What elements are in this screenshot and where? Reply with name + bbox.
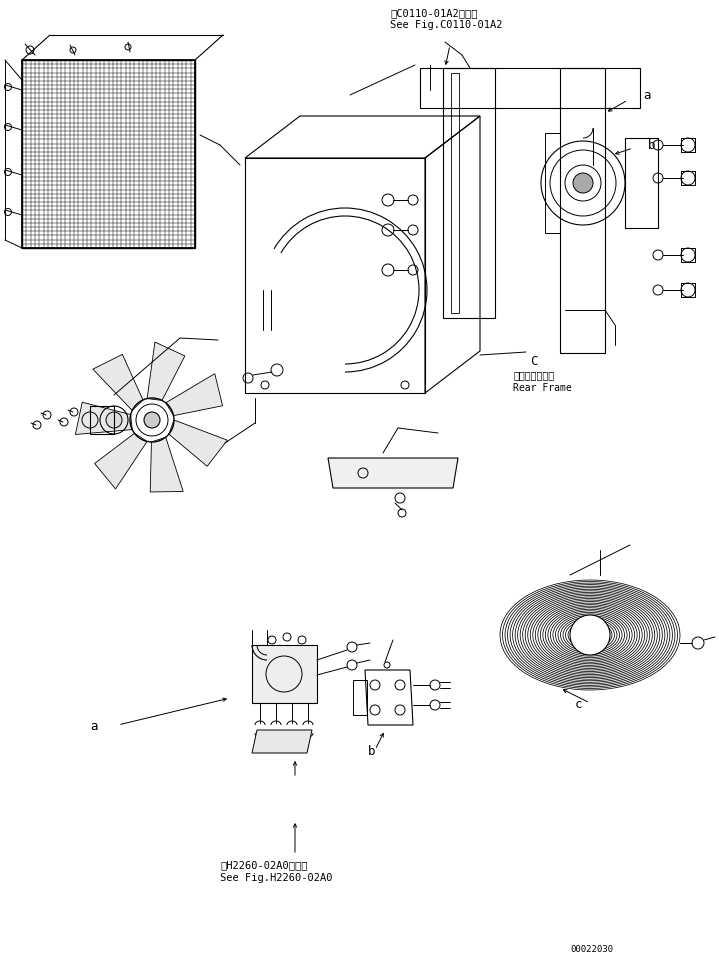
Circle shape <box>570 615 610 655</box>
Bar <box>252 645 317 703</box>
Polygon shape <box>95 433 147 489</box>
Polygon shape <box>252 730 312 753</box>
Text: c: c <box>575 698 582 711</box>
Text: b: b <box>368 745 375 758</box>
Text: See Fig.C0110-01A2: See Fig.C0110-01A2 <box>390 20 503 30</box>
Polygon shape <box>75 402 132 435</box>
Polygon shape <box>93 354 143 410</box>
Text: b: b <box>648 139 656 151</box>
Text: 00022030: 00022030 <box>570 945 613 954</box>
Text: Rear Frame: Rear Frame <box>513 383 572 393</box>
Bar <box>353 680 367 715</box>
Polygon shape <box>147 342 185 400</box>
Text: See Fig.H2260-02A0: See Fig.H2260-02A0 <box>220 873 332 883</box>
Text: a: a <box>643 88 651 102</box>
Polygon shape <box>165 374 223 416</box>
Circle shape <box>573 173 593 193</box>
Text: リヤーフレーム: リヤーフレーム <box>513 370 554 380</box>
Text: C: C <box>530 355 538 368</box>
Bar <box>443 68 495 318</box>
Circle shape <box>144 412 160 428</box>
Polygon shape <box>169 420 227 467</box>
Polygon shape <box>150 437 183 492</box>
Text: 第C0110-01A2図参照: 第C0110-01A2図参照 <box>390 8 477 18</box>
Circle shape <box>106 412 122 428</box>
Text: 第H2260-02A0図参照: 第H2260-02A0図参照 <box>220 860 308 870</box>
Bar <box>90 406 114 434</box>
Polygon shape <box>328 458 458 488</box>
Text: a: a <box>90 720 98 733</box>
Bar <box>451 73 459 313</box>
